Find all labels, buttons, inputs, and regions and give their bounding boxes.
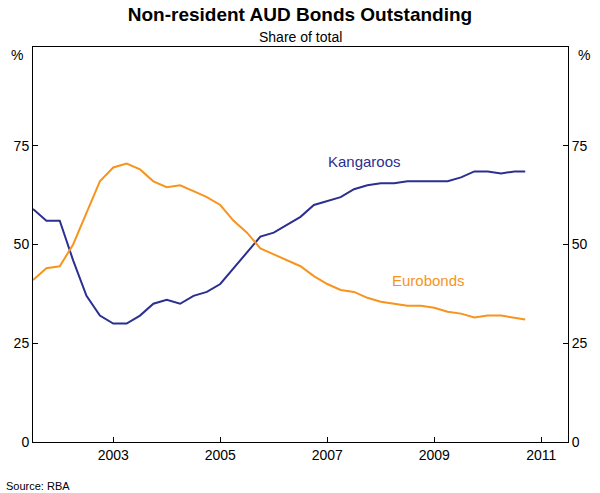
svg-text:0: 0 <box>21 434 29 450</box>
svg-text:Share of total: Share of total <box>259 29 342 45</box>
svg-text:Non-resident AUD Bonds Outstan: Non-resident AUD Bonds Outstanding <box>128 4 472 25</box>
svg-text:2007: 2007 <box>312 447 343 463</box>
svg-text:%: % <box>578 47 590 63</box>
svg-text:%: % <box>11 47 23 63</box>
svg-text:2009: 2009 <box>419 447 450 463</box>
svg-text:75: 75 <box>14 138 30 154</box>
svg-text:50: 50 <box>14 236 30 252</box>
svg-text:Kangaroos: Kangaroos <box>328 153 401 170</box>
svg-text:50: 50 <box>572 236 588 252</box>
svg-text:25: 25 <box>14 335 30 351</box>
svg-text:2003: 2003 <box>98 447 129 463</box>
svg-text:2005: 2005 <box>205 447 236 463</box>
svg-text:75: 75 <box>572 138 588 154</box>
svg-text:25: 25 <box>572 335 588 351</box>
svg-text:2011: 2011 <box>526 447 556 463</box>
svg-text:Source: RBA: Source: RBA <box>6 480 70 492</box>
svg-text:0: 0 <box>572 434 580 450</box>
svg-text:Eurobonds: Eurobonds <box>392 272 465 289</box>
